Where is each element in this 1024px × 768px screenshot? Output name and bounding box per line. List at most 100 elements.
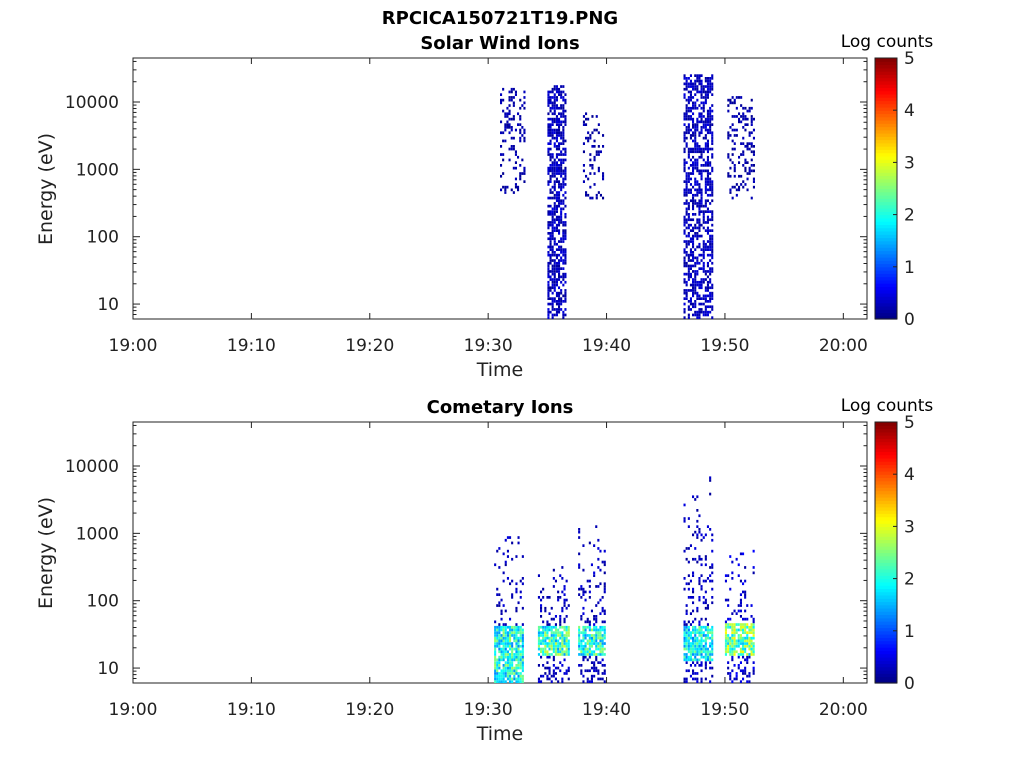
x-tick-label: 19:10 bbox=[227, 700, 276, 720]
spectrogram-cell bbox=[587, 193, 590, 197]
spectrogram-cell bbox=[711, 666, 714, 670]
colorbar-segment bbox=[875, 598, 897, 603]
spectrogram-cell bbox=[554, 623, 557, 626]
spectrogram-cell bbox=[515, 625, 518, 629]
spectrogram-cell bbox=[580, 587, 583, 591]
spectrogram-cell bbox=[561, 650, 564, 654]
spectrogram-cell bbox=[555, 207, 558, 211]
spectrogram-cell bbox=[586, 620, 589, 624]
spectrogram-cell bbox=[580, 650, 583, 654]
spectrogram-cell bbox=[709, 82, 712, 86]
spectrogram-cell bbox=[597, 653, 600, 656]
spectrogram-cell bbox=[558, 128, 561, 132]
spectrogram-cell bbox=[553, 213, 556, 216]
spectrogram-cell bbox=[508, 109, 511, 113]
colorbar-segment bbox=[875, 483, 897, 488]
spectrogram-cell bbox=[731, 123, 734, 126]
spectrogram-cell bbox=[727, 642, 730, 645]
spectrogram-cell bbox=[504, 128, 507, 132]
spectrogram-cell bbox=[692, 134, 695, 137]
spectrogram-cell bbox=[553, 180, 556, 183]
spectrogram-cell bbox=[689, 96, 692, 99]
spectrogram-cell bbox=[547, 270, 550, 273]
spectrogram-cell bbox=[706, 85, 709, 88]
spectrogram-cell bbox=[696, 191, 699, 194]
spectrogram-cell bbox=[704, 169, 707, 173]
spectrogram-cell bbox=[752, 669, 755, 673]
spectrogram-cell bbox=[731, 147, 734, 151]
spectrogram-cell bbox=[519, 674, 522, 678]
spectrogram-cell bbox=[582, 142, 585, 145]
spectrogram-cell bbox=[589, 153, 592, 156]
spectrogram-cell bbox=[550, 644, 553, 648]
spectrogram-cell bbox=[702, 647, 705, 651]
spectrogram-cell bbox=[752, 164, 755, 167]
spectrogram-cell bbox=[731, 647, 734, 651]
spectrogram-cell bbox=[553, 221, 556, 224]
spectrogram-cell bbox=[687, 123, 690, 126]
spectrogram-cell bbox=[496, 677, 499, 681]
spectrogram-cell bbox=[587, 139, 590, 143]
spectrogram-cell bbox=[514, 128, 517, 132]
spectrogram-cell bbox=[696, 647, 699, 651]
spectrogram-cell bbox=[578, 642, 581, 645]
spectrogram-cell bbox=[702, 158, 705, 162]
spectrogram-cell bbox=[696, 661, 699, 664]
spectrogram-cell bbox=[704, 533, 707, 537]
spectrogram-cell bbox=[694, 131, 697, 135]
spectrogram-cell bbox=[550, 634, 553, 637]
spectrogram-cell bbox=[561, 664, 564, 667]
spectrogram-cell bbox=[685, 112, 688, 116]
colorbar-segment bbox=[875, 263, 897, 268]
colorbar-segment bbox=[875, 234, 897, 239]
spectrogram-cell bbox=[558, 134, 561, 137]
spectrogram-cell bbox=[537, 596, 540, 599]
spectrogram-cell bbox=[685, 669, 688, 673]
spectrogram-cell bbox=[711, 215, 714, 219]
spectrogram-cell bbox=[711, 286, 714, 290]
spectrogram-cell bbox=[584, 628, 587, 632]
spectrogram-cell bbox=[746, 631, 749, 634]
spectrogram-cell bbox=[727, 644, 730, 648]
y-tick-label: 10 bbox=[97, 659, 119, 679]
spectrogram-cell bbox=[683, 644, 686, 648]
spectrogram-cell bbox=[537, 647, 540, 651]
spectrogram-cell bbox=[692, 283, 695, 287]
spectrogram-cell bbox=[601, 664, 604, 667]
spectrogram-cell bbox=[548, 642, 551, 645]
spectrogram-cell bbox=[553, 270, 556, 273]
spectrogram-cell bbox=[748, 644, 751, 648]
spectrogram-cell bbox=[696, 525, 699, 528]
spectrogram-cell bbox=[731, 571, 734, 575]
spectrogram-cell bbox=[599, 650, 602, 654]
spectrogram-cell bbox=[593, 571, 596, 575]
spectrogram-cell bbox=[739, 598, 742, 602]
spectrogram-cell bbox=[551, 166, 554, 170]
spectrogram-cell bbox=[551, 226, 554, 230]
spectrogram-cell bbox=[687, 172, 690, 175]
spectrogram-cell bbox=[692, 112, 695, 116]
spectrogram-cell bbox=[698, 620, 701, 624]
spectrogram-cell bbox=[552, 669, 555, 673]
spectrogram-cell bbox=[750, 644, 753, 648]
spectrogram-cell bbox=[544, 636, 547, 640]
spectrogram-cell bbox=[731, 658, 734, 662]
spectrogram-cell bbox=[551, 185, 554, 189]
panel-cometary: Cometary Ions 19:00 19:10 19:20 19:30 19:40 1… bbox=[35, 396, 933, 745]
spectrogram-cells bbox=[500, 74, 755, 319]
spectrogram-cell bbox=[698, 664, 701, 667]
spectrogram-cell bbox=[519, 625, 522, 629]
spectrogram-cell bbox=[558, 183, 561, 186]
spectrogram-cell bbox=[498, 672, 501, 675]
spectrogram-cell bbox=[554, 628, 557, 632]
spectrogram-cell bbox=[683, 620, 686, 624]
spectrogram-cell bbox=[553, 240, 556, 243]
spectrogram-cell bbox=[515, 658, 518, 662]
spectrogram-cell bbox=[557, 644, 560, 648]
spectrogram-cell bbox=[515, 650, 518, 654]
spectrogram-cell bbox=[506, 658, 509, 662]
spectrogram-cell bbox=[555, 223, 558, 227]
spectrogram-cell bbox=[683, 131, 686, 135]
spectrogram-cell bbox=[683, 297, 686, 300]
spectrogram-cell bbox=[685, 653, 688, 656]
